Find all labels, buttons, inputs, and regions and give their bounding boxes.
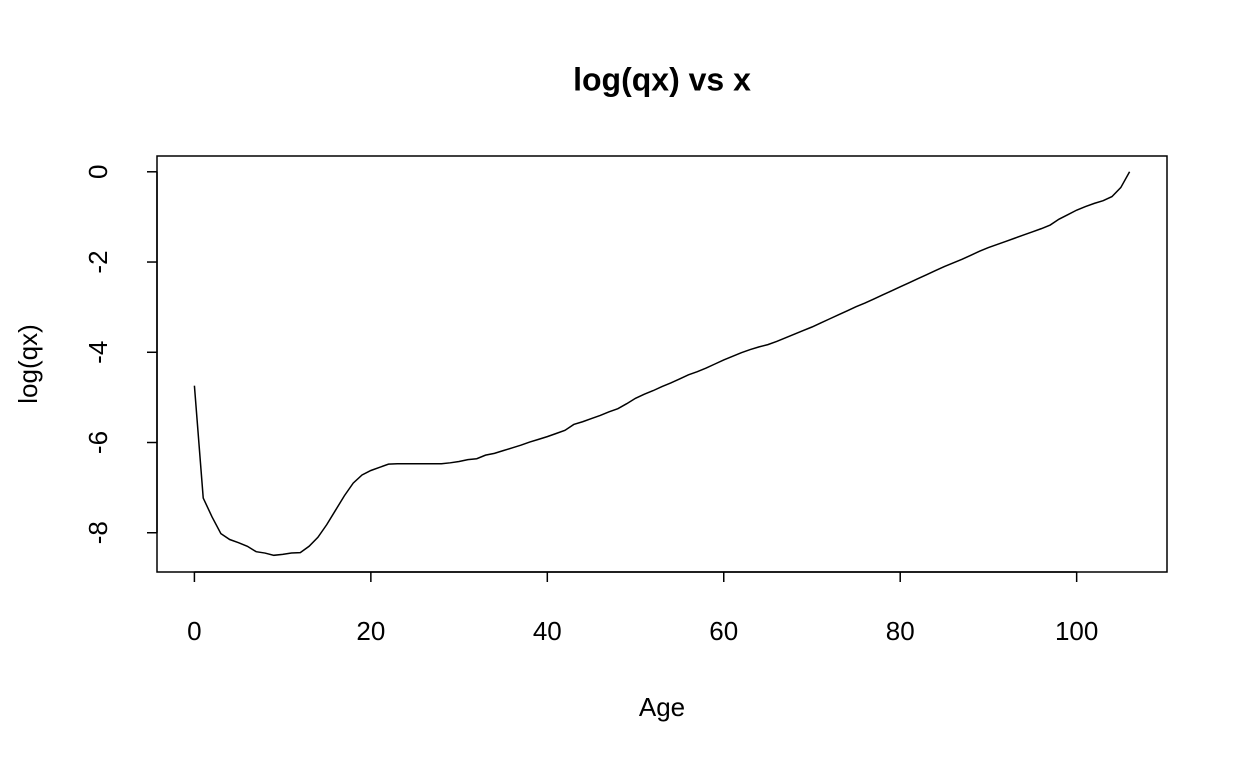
- y-tick-label: -4: [83, 341, 113, 364]
- data-line: [193, 171, 1131, 557]
- x-axis-label: Age: [639, 692, 685, 722]
- x-tick-label: 0: [187, 616, 201, 646]
- x-tick-label: 80: [886, 616, 915, 646]
- chart-title: log(qx) vs x: [573, 61, 751, 97]
- y-tick-label: -8: [83, 521, 113, 544]
- x-tick-label: 20: [356, 616, 385, 646]
- x-tick-label: 60: [709, 616, 738, 646]
- x-tick-label: 40: [533, 616, 562, 646]
- x-tick-label: 100: [1055, 616, 1098, 646]
- y-tick-label: -2: [83, 250, 113, 273]
- y-tick-label: -6: [83, 431, 113, 454]
- plot-box: [156, 155, 1168, 573]
- y-axis-label: log(qx): [13, 324, 43, 403]
- y-tick-label: 0: [83, 165, 113, 179]
